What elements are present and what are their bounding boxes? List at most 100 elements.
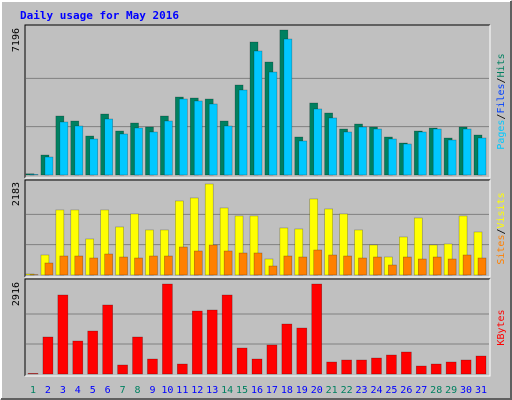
bar <box>432 128 442 176</box>
x-tick-label: 10 <box>161 385 173 396</box>
bar <box>388 138 397 176</box>
bar <box>59 121 69 176</box>
bar <box>193 100 203 176</box>
bar <box>475 355 487 375</box>
bar <box>298 256 308 276</box>
x-tick-label: 12 <box>191 385 203 396</box>
legend-entry: Visits <box>496 192 507 228</box>
x-tick-label: 4 <box>75 385 81 396</box>
bar <box>477 137 487 176</box>
bar <box>251 358 263 375</box>
panel-edge-dark <box>24 278 490 376</box>
x-tick-label: 14 <box>221 385 233 396</box>
x-tick-label: 27 <box>415 385 427 396</box>
bar <box>266 344 278 375</box>
bar <box>371 357 382 375</box>
bar <box>132 336 143 375</box>
bar <box>447 139 457 176</box>
bar <box>313 249 323 276</box>
bar <box>268 265 278 276</box>
bar <box>415 365 427 375</box>
bar <box>44 156 54 176</box>
bar <box>358 257 367 276</box>
bar <box>208 244 218 276</box>
legend-separator: / <box>496 114 507 120</box>
bar <box>74 255 84 276</box>
bar <box>164 120 173 176</box>
chart-title: Daily usage for May 2016 <box>20 9 179 22</box>
bar <box>223 125 233 176</box>
x-tick-label: 31 <box>475 385 487 396</box>
legend: Pages/Files/Hits <box>496 53 507 149</box>
x-tick-label: 20 <box>311 385 323 396</box>
legend-entry: Hits <box>496 53 507 77</box>
bar <box>328 254 337 276</box>
x-tick-label: 18 <box>281 385 293 396</box>
legend: Sites/Visits <box>496 192 507 264</box>
bar <box>89 138 99 176</box>
bar <box>191 310 203 375</box>
x-tick-label: 16 <box>251 385 263 396</box>
bar <box>236 347 248 375</box>
bar <box>57 294 69 375</box>
x-tick-label: 25 <box>385 385 397 396</box>
bar <box>373 256 382 276</box>
bar <box>102 304 113 375</box>
legend-separator: / <box>496 228 507 234</box>
bar <box>253 50 263 176</box>
y-tick-label: 2916 <box>11 282 22 306</box>
bar <box>44 262 54 276</box>
bar <box>328 117 337 176</box>
legend: KBytes <box>496 309 507 345</box>
bar <box>445 361 457 375</box>
bar <box>313 108 323 176</box>
panel-edge-light <box>25 25 491 179</box>
bar <box>59 255 69 276</box>
legend-entry: Pages <box>496 120 507 150</box>
legend-separator: / <box>496 77 507 83</box>
x-tick-label: 3 <box>60 385 66 396</box>
bar <box>134 257 143 276</box>
bar <box>238 89 248 176</box>
x-tick-label: 28 <box>430 385 442 396</box>
bar <box>356 359 367 375</box>
panel-edge-dark <box>24 24 490 178</box>
panel-edge-dark <box>24 179 490 277</box>
bar <box>221 294 233 375</box>
bar <box>238 252 248 276</box>
x-tick-label: 9 <box>149 385 155 396</box>
bar <box>89 257 99 276</box>
y-tick-label: 7196 <box>11 28 22 52</box>
bar <box>403 256 412 276</box>
panel-edge-light <box>25 180 491 278</box>
x-tick-label: 11 <box>176 385 188 396</box>
bar <box>311 283 323 375</box>
x-tick-label: 5 <box>90 385 96 396</box>
bar <box>74 125 84 176</box>
bar <box>462 254 472 276</box>
x-tick-label: 30 <box>460 385 472 396</box>
bar <box>179 246 188 276</box>
bar <box>432 256 442 276</box>
bar <box>149 131 158 176</box>
x-tick-label: 13 <box>206 385 218 396</box>
x-tick-label: 17 <box>266 385 278 396</box>
bar <box>42 336 54 375</box>
bar <box>326 361 337 375</box>
bar <box>358 126 367 176</box>
bar <box>149 255 158 276</box>
bar <box>208 103 218 176</box>
bar <box>117 364 128 375</box>
bar <box>403 143 412 176</box>
bar <box>401 351 412 375</box>
x-tick-label: 24 <box>370 385 382 396</box>
bar <box>87 330 99 375</box>
bar <box>177 363 188 375</box>
bar <box>162 283 173 375</box>
panel-edge-light <box>25 279 491 377</box>
x-tick-label: 26 <box>400 385 412 396</box>
bar <box>147 358 158 375</box>
